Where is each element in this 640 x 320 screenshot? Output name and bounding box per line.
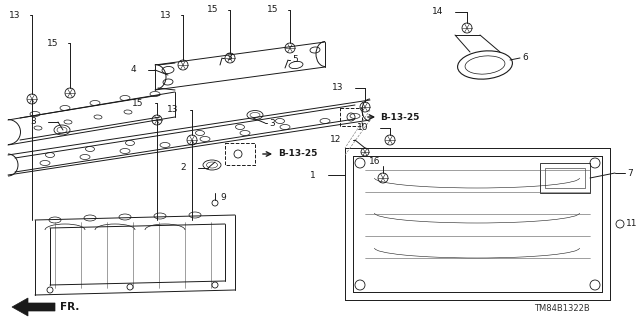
Text: 3: 3	[30, 117, 36, 126]
Text: 4: 4	[131, 66, 136, 75]
Text: 9: 9	[220, 194, 226, 203]
Bar	[545, 168, 585, 188]
Text: 15: 15	[131, 99, 143, 108]
Text: 13: 13	[8, 11, 20, 20]
Text: 12: 12	[330, 135, 341, 145]
Text: 3: 3	[269, 118, 275, 127]
Bar	[340, 108, 362, 126]
Text: 16: 16	[369, 157, 381, 166]
Text: TM84B1322B: TM84B1322B	[534, 304, 590, 313]
Text: 3: 3	[226, 53, 232, 62]
Text: 14: 14	[431, 7, 443, 17]
Text: 2: 2	[180, 164, 186, 172]
Polygon shape	[12, 298, 55, 316]
Text: 15: 15	[207, 5, 218, 14]
Text: 15: 15	[266, 5, 278, 14]
Bar	[225, 143, 255, 165]
Text: 13: 13	[159, 11, 171, 20]
Text: 5: 5	[292, 55, 298, 65]
Text: 11: 11	[626, 220, 637, 228]
Text: 15: 15	[47, 38, 58, 47]
Text: 10: 10	[356, 124, 368, 132]
Text: FR.: FR.	[60, 302, 79, 312]
Text: B-13-25: B-13-25	[380, 113, 419, 122]
Text: 13: 13	[166, 106, 178, 115]
Text: B-13-25: B-13-25	[278, 149, 317, 158]
Text: 13: 13	[332, 84, 343, 92]
Bar	[540, 163, 590, 193]
Text: 7: 7	[627, 169, 633, 178]
Text: 1: 1	[310, 171, 316, 180]
Text: 6: 6	[522, 53, 528, 62]
